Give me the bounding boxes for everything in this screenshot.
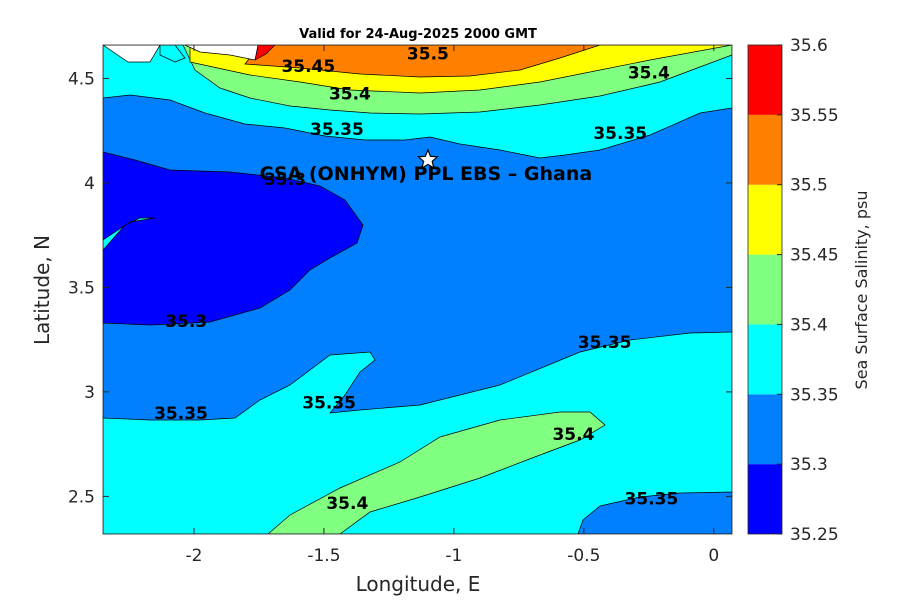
x-tick-label: -2 <box>185 546 202 566</box>
colorbar-tick-label: 35.5 <box>790 176 828 196</box>
colorbar-swatch <box>748 324 782 395</box>
plot-frame <box>102 44 733 535</box>
y-tick-label: 3.5 <box>68 278 95 298</box>
band-35-5-35-55 <box>244 45 601 78</box>
band-35-3-35-35-southeast <box>577 491 732 534</box>
y-tick-label: 4 <box>84 174 95 194</box>
site-star-icon <box>416 148 439 170</box>
band-35-35-edge <box>159 45 186 63</box>
y-tick-label: 2.5 <box>68 487 95 507</box>
contour-label: 35.3 <box>264 170 306 190</box>
chart-title: Valid for 24-Aug-2025 2000 GMT <box>299 27 537 42</box>
contour-label: 35.35 <box>625 490 679 510</box>
contour-label: 35.5 <box>407 45 449 65</box>
contour-fills <box>103 45 732 534</box>
colorbar-frame <box>747 44 783 535</box>
colorbar-swatch <box>748 45 782 115</box>
contour-label: 35.4 <box>552 425 594 445</box>
y-tick-label: 3 <box>84 383 95 403</box>
colorbar-swatch <box>748 114 782 185</box>
band-35-35-patch <box>103 217 156 251</box>
colorbar-tick-label: 35.55 <box>790 106 839 126</box>
colorbar-tick-label: 35.4 <box>790 315 828 335</box>
contour-label: 35.45 <box>281 57 335 77</box>
colorbar-tick-label: 35.3 <box>790 455 828 475</box>
colorbar: 35.25 35.3 35.35 35.4 35.45 35.5 35.55 35.6 <box>747 36 839 545</box>
contour-label: 35.4 <box>326 494 368 514</box>
colorbar-tick-label: 35.6 <box>790 36 828 56</box>
band-35-25-35-3 <box>103 151 364 326</box>
colorbar-swatch <box>748 254 782 325</box>
site-label: CSA (ONHYM) PPL EBS – Ghana <box>260 163 593 185</box>
colorbar-swatch <box>748 184 782 255</box>
x-tick-label: -1 <box>445 546 462 566</box>
contour-label: 35.35 <box>578 333 632 353</box>
contour-label: 35.4 <box>628 63 670 83</box>
x-tick-label: 0 <box>708 546 719 566</box>
axes: -2 -1.5 -1 -0.5 0 2.5 3 3.5 4 4.5 35.5 35.45 35.4 35.… <box>68 44 733 566</box>
colorbar-swatch <box>748 394 782 465</box>
colorbar-label: Sea Surface Salinity, psu <box>852 191 871 390</box>
colorbar-tick-label: 35.35 <box>790 385 839 405</box>
y-axis-label: Latitude, N <box>30 235 54 345</box>
no-data-corner <box>103 45 161 63</box>
contour-label: 35.4 <box>329 84 371 104</box>
colorbar-tick-label: 35.45 <box>790 246 839 266</box>
contour-label: 35.3 <box>165 312 207 332</box>
contour-label: 35.35 <box>154 404 208 424</box>
contour-label: 35.35 <box>302 394 356 414</box>
no-data-gap <box>184 45 259 61</box>
colorbar-tick-label: 35.25 <box>790 525 839 545</box>
x-axis-label: Longitude, E <box>356 572 481 596</box>
x-tick-label: -0.5 <box>567 546 600 566</box>
colorbar-swatch <box>748 464 782 534</box>
y-tick-label: 4.5 <box>68 69 95 89</box>
contour-map <box>103 45 732 534</box>
band-35-4-35-45-south <box>267 411 606 534</box>
x-tick-label: -1.5 <box>307 546 340 566</box>
contour-label: 35.35 <box>310 120 364 140</box>
contour-label: 35.35 <box>593 124 647 144</box>
